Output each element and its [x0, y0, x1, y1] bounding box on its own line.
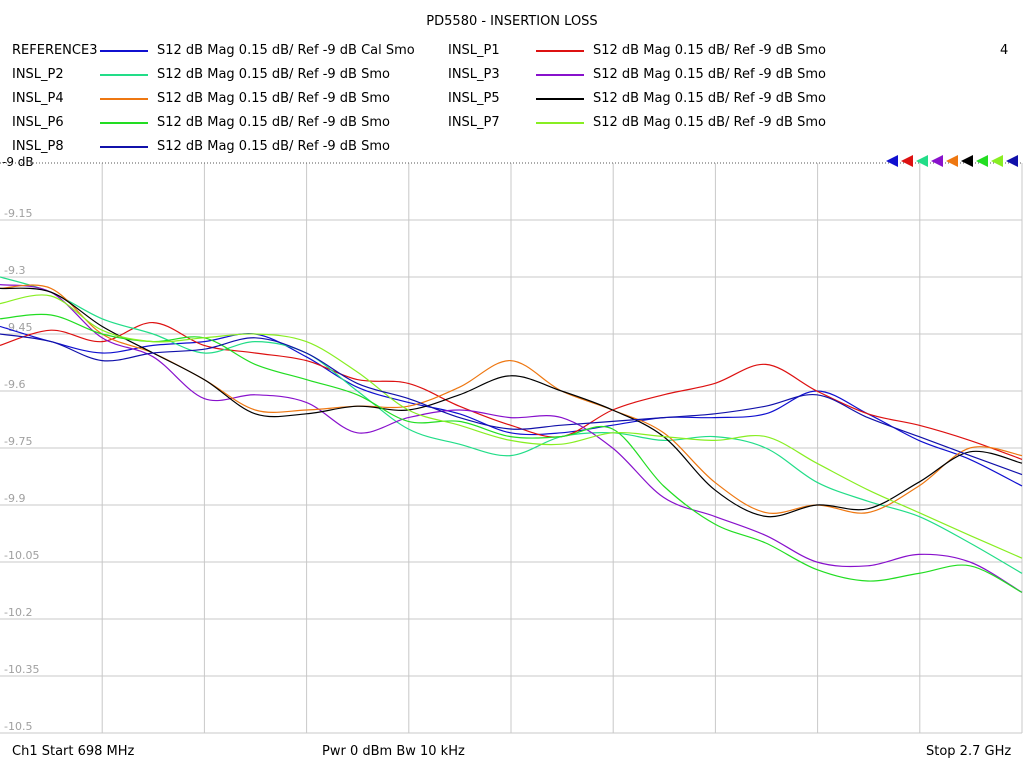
y-tick-label: -9.3: [4, 264, 25, 277]
y-tick-label: -10.05: [4, 549, 39, 562]
footer-power-bandwidth: Pwr 0 dBm Bw 10 kHz: [322, 744, 465, 759]
trace-insl-p1: [0, 321, 1023, 460]
legend-line-swatch: [100, 146, 148, 148]
legend-trace-format: S12 dB Mag 0.15 dB/ Ref -9 dB Smo: [157, 115, 390, 130]
legend-trace-format: S12 dB Mag 0.15 dB/ Ref -9 dB Smo: [157, 139, 390, 154]
reference-level-label: -9 dB: [2, 155, 34, 169]
y-tick-label: -10.2: [4, 606, 32, 619]
ref-marker-insl-p2: [916, 155, 928, 167]
ref-marker-insl-p8: [1006, 155, 1018, 167]
footer-start-frequency: Ch1 Start 698 MHz: [12, 744, 135, 759]
ref-marker-insl-p6: [976, 155, 988, 167]
y-tick-label: -9.75: [4, 435, 32, 448]
legend-line-swatch: [536, 122, 584, 124]
trace-insl-p3: [0, 284, 1023, 593]
legend-trace-format: S12 dB Mag 0.15 dB/ Ref -9 dB Smo: [593, 115, 826, 130]
ref-marker-insl-p3: [931, 155, 943, 167]
legend-trace-format: S12 dB Mag 0.15 dB/ Ref -9 dB Smo: [593, 43, 826, 58]
legend-trace-name: INSL_P8: [12, 139, 64, 154]
legend-trace-name: INSL_P2: [12, 67, 64, 82]
legend-line-swatch: [100, 50, 148, 52]
y-tick-label: -9.9: [4, 492, 25, 505]
legend-line-swatch: [100, 122, 148, 124]
legend-line-swatch: [536, 74, 584, 76]
ref-marker-insl-p1: [901, 155, 913, 167]
trace-insl-p6: [0, 313, 1023, 593]
channel-number: 4: [1000, 43, 1009, 58]
legend-line-swatch: [100, 98, 148, 100]
ref-marker-insl-p7: [991, 155, 1003, 167]
y-tick-label: -10.5: [4, 720, 32, 733]
trace-insl-p5: [0, 287, 1023, 518]
y-tick-label: -9.6: [4, 378, 25, 391]
legend-trace-format: S12 dB Mag 0.15 dB/ Ref -9 dB Cal Smo: [157, 43, 415, 58]
ref-marker-reference3: [886, 155, 898, 167]
legend-trace-format: S12 dB Mag 0.15 dB/ Ref -9 dB Smo: [593, 91, 826, 106]
footer-stop-frequency: Stop 2.7 GHz: [926, 744, 1012, 759]
legend-trace-name: INSL_P6: [12, 115, 64, 130]
legend-trace-format: S12 dB Mag 0.15 dB/ Ref -9 dB Smo: [157, 91, 390, 106]
legend-trace-format: S12 dB Mag 0.15 dB/ Ref -9 dB Smo: [157, 67, 390, 82]
legend-trace-name: INSL_P4: [12, 91, 64, 106]
y-tick-label: -9.45: [4, 321, 32, 334]
legend-line-swatch: [536, 98, 584, 100]
legend-trace-format: S12 dB Mag 0.15 dB/ Ref -9 dB Smo: [593, 67, 826, 82]
trace-insl-p7: [0, 294, 1023, 559]
y-tick-label: -9.15: [4, 207, 32, 220]
legend-trace-name: INSL_P1: [448, 43, 500, 58]
trace-reference3: [0, 325, 1023, 487]
legend-line-swatch: [536, 50, 584, 52]
legend-line-swatch: [100, 74, 148, 76]
legend-trace-name: REFERENCE3: [12, 43, 98, 58]
legend-trace-name: INSL_P3: [448, 67, 500, 82]
chart-title: PD5580 - INSERTION LOSS: [426, 14, 598, 29]
trace-insl-p8: [0, 333, 1023, 476]
y-tick-label: -10.35: [4, 663, 39, 676]
legend-trace-name: INSL_P7: [448, 115, 500, 130]
legend-trace-name: INSL_P5: [448, 91, 500, 106]
ref-marker-insl-p4: [946, 155, 958, 167]
ref-marker-insl-p5: [961, 155, 973, 167]
